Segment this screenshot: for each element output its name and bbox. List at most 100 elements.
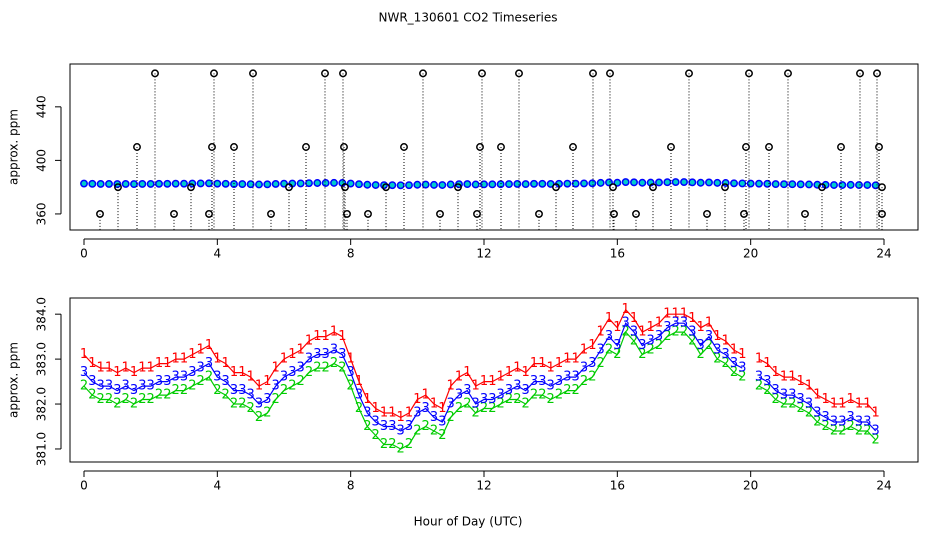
point — [705, 178, 713, 187]
point — [530, 179, 538, 188]
point-symbol: 1 — [497, 370, 505, 385]
x-tick-label: 24 — [876, 247, 891, 261]
point-symbol: 3 — [630, 325, 638, 340]
point-symbol: 1 — [322, 329, 330, 344]
point-symbol: 3 — [263, 392, 271, 407]
point-symbol: 1 — [380, 406, 388, 421]
point — [480, 180, 488, 189]
point — [146, 179, 155, 188]
point — [471, 180, 480, 189]
point-symbol: 1 — [105, 361, 113, 376]
point-symbol: 2 — [580, 374, 588, 389]
point-symbol: 3 — [438, 415, 446, 430]
point-symbol: 1 — [372, 401, 380, 416]
point-symbol: 3 — [563, 370, 571, 385]
point-symbol: 2 — [847, 419, 855, 434]
point-symbol: 3 — [388, 419, 396, 434]
y-tick-label: 440 — [35, 95, 49, 118]
point — [703, 209, 711, 218]
point-symbol: 2 — [455, 401, 463, 416]
point — [488, 180, 497, 189]
point-symbol: 2 — [522, 397, 530, 412]
y-tick-label: 384.0 — [35, 297, 49, 331]
point-symbol: 2 — [263, 406, 271, 421]
point-symbol: 3 — [80, 365, 88, 380]
point-symbol: 3 — [455, 388, 463, 403]
point-symbol: 3 — [663, 320, 671, 335]
point — [680, 178, 688, 187]
point — [405, 181, 413, 190]
point-symbol: 2 — [213, 383, 221, 398]
point-symbol: 2 — [430, 423, 438, 438]
point-symbol: 2 — [555, 388, 563, 403]
x-tick-label: 20 — [743, 479, 758, 493]
point-symbol: 1 — [505, 365, 513, 380]
point-symbol: 1 — [297, 343, 305, 358]
point-symbol: 3 — [322, 347, 330, 362]
point-symbol: 2 — [447, 410, 455, 425]
point-symbol: 2 — [255, 410, 263, 425]
point-symbol: 1 — [255, 379, 263, 394]
point-symbol: 3 — [555, 374, 563, 389]
point — [133, 143, 141, 151]
point — [170, 209, 178, 218]
point-symbol: 1 — [463, 365, 471, 380]
point — [138, 179, 147, 188]
point-symbol: 2 — [538, 388, 546, 403]
point-symbol: 3 — [130, 383, 138, 398]
point-symbol: 1 — [288, 347, 296, 362]
point-symbol: 3 — [272, 379, 280, 394]
point-symbol: 1 — [755, 352, 763, 367]
point-symbol: 3 — [730, 356, 738, 371]
point-symbol: 2 — [247, 401, 255, 416]
point-symbol: 1 — [772, 365, 780, 380]
point-symbol: 1 — [680, 307, 688, 322]
point-symbol: 2 — [588, 370, 596, 385]
point-symbol: 1 — [580, 343, 588, 358]
point — [805, 180, 813, 189]
point — [671, 178, 680, 187]
point — [688, 178, 697, 187]
point-symbol: 1 — [313, 329, 321, 344]
point-symbol: 2 — [105, 392, 113, 407]
point-symbol: 3 — [122, 379, 130, 394]
point-symbol: 2 — [422, 419, 430, 434]
point — [96, 179, 105, 188]
point-symbol: 2 — [463, 397, 471, 412]
point-symbol: 2 — [313, 361, 321, 376]
x-tick-label: 12 — [476, 247, 491, 261]
point-symbol: 3 — [363, 406, 371, 421]
point-symbol: 2 — [655, 338, 663, 353]
point-symbol: 1 — [738, 347, 746, 362]
point — [130, 180, 138, 189]
point — [610, 209, 618, 218]
point — [210, 69, 218, 78]
point-symbol: 1 — [763, 356, 771, 371]
point — [478, 69, 486, 78]
point-symbol: 3 — [772, 383, 780, 398]
point — [596, 178, 605, 187]
point — [230, 143, 238, 151]
point-symbol: 3 — [530, 374, 538, 389]
point-symbol: 3 — [830, 415, 838, 430]
point-symbol: 1 — [847, 392, 855, 407]
point-symbol: 3 — [380, 419, 388, 434]
point-symbol: 2 — [755, 379, 763, 394]
x-tick-label: 12 — [476, 479, 491, 493]
point-symbol: 2 — [405, 437, 413, 452]
point — [473, 209, 481, 218]
point-symbol: 1 — [413, 392, 421, 407]
point — [649, 183, 657, 192]
point-symbol: 3 — [605, 329, 613, 344]
point — [205, 209, 213, 218]
point — [313, 179, 322, 187]
point-symbol: 2 — [347, 379, 355, 394]
point-symbol: 2 — [713, 352, 721, 367]
point-symbol: 3 — [872, 423, 880, 438]
point — [330, 178, 338, 187]
point-symbol: 3 — [522, 383, 530, 398]
point — [746, 179, 755, 188]
point-symbol: 3 — [405, 419, 413, 434]
point — [321, 179, 330, 187]
